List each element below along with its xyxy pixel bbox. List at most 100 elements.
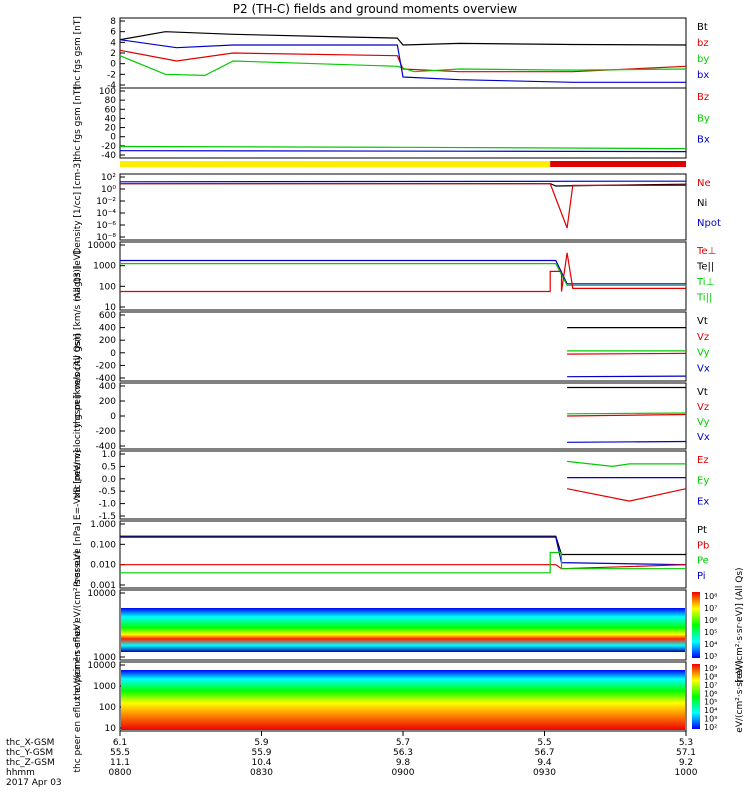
- y-tick-label: 10⁻⁸: [96, 233, 116, 243]
- y-tick-label: 1.0: [102, 450, 117, 460]
- series-Pb: [120, 564, 687, 570]
- colorbar-tick: 10⁵: [704, 628, 717, 637]
- y-tick-label: 10000: [87, 661, 116, 671]
- colorbar-tick: 10⁵: [704, 698, 717, 707]
- y-tick-label: -400: [96, 374, 117, 384]
- panel-pressure: Pressure [nPa] 1.000 0.100 0.010 0.001 Pt Pb Pe…: [73, 520, 709, 591]
- y-tick-label: 400: [99, 382, 116, 392]
- panel-temperature: magt3 [eV] 10000 1000 100 10 Te⊥ Te|| Ti⊥ Ti||: [73, 241, 716, 313]
- footer-value: 0830: [250, 768, 273, 778]
- y-tick-label: 10: [105, 303, 117, 313]
- legend-Bz: Bz: [697, 92, 709, 103]
- series-Ti||: [120, 263, 686, 286]
- plot-title: P2 (TH-C) fields and ground moments over…: [233, 2, 518, 16]
- y-axis-label: thc fgs gsm [nT]: [73, 86, 83, 160]
- panel-frame: [119, 87, 687, 159]
- footer-row-label: thc_Y-GSM: [6, 748, 53, 758]
- y-tick-label: 0: [110, 133, 116, 143]
- y-tick-label: 80: [105, 96, 117, 106]
- colorbar-tick: 10³: [704, 652, 717, 661]
- footer-value: 0800: [109, 768, 132, 778]
- y-tick-label: 0.010: [90, 561, 116, 571]
- y-tick-label: -4: [107, 81, 116, 91]
- legend-Vy: Vy: [697, 417, 710, 428]
- y-tick-label: 1000: [93, 653, 116, 663]
- footer-value: 5.5: [537, 738, 551, 748]
- series-Vz: [567, 413, 687, 417]
- y-tick-label: 1000: [93, 262, 116, 272]
- colorbar-tick: 10⁷: [704, 604, 717, 613]
- legend-Vt: Vt: [697, 387, 708, 398]
- y-tick-label: 40: [105, 114, 117, 124]
- colorbar: [692, 592, 700, 658]
- panel-peir_vel: thc peir velocity gsm [km/s (All Qs)] 600…: [73, 266, 710, 428]
- legend-Bx: Bx: [697, 135, 710, 146]
- legend-bx: bx: [697, 70, 709, 81]
- footer-row-label: hhmm: [6, 768, 35, 778]
- legend-Vt: Vt: [697, 316, 708, 327]
- footer-row-label: thc_X-GSM: [6, 738, 54, 748]
- y-axis-label: Density [1/cc] [cm-3]: [73, 159, 83, 254]
- y-tick-label: 0: [110, 60, 116, 70]
- colorbar-tick: 10⁶: [704, 616, 717, 625]
- colorbar-tick: 10⁷: [704, 681, 717, 690]
- footer-value: 6.1: [113, 738, 127, 748]
- legend-Ti||: Ti||: [696, 293, 712, 304]
- series-Ne: [120, 183, 686, 229]
- footer-value: 56.3: [393, 748, 413, 758]
- y-tick-label: 20: [105, 124, 117, 134]
- footer-value: 57.1: [676, 748, 696, 758]
- y-tick-label: 10000: [87, 589, 116, 599]
- footer-value: 9.2: [679, 758, 693, 768]
- y-axis-label: thc peer en eflux eV/(cm²·s·sr·eV): [73, 620, 83, 772]
- series-Bx: [119, 150, 687, 153]
- y-tick-label: 0.0: [102, 475, 117, 485]
- y-tick-label: 0.5: [102, 462, 116, 472]
- panel-frame: [119, 311, 687, 382]
- y-tick-label: 0.001: [90, 581, 116, 591]
- y-tick-label: 0: [110, 349, 116, 359]
- series-Vz: [567, 352, 687, 355]
- colorbar-tick: 10³: [704, 715, 717, 724]
- legend-Ez: Ez: [697, 455, 709, 466]
- legend-bz: bz: [697, 38, 709, 49]
- y-axis-label: E=-VxB [mV/m]: [73, 450, 83, 520]
- panel-peer_vel: thc peer velocity gsm [km/s (All Qs)] 400…: [73, 334, 710, 499]
- legend-Ey: Ey: [697, 476, 709, 487]
- series-Vy: [567, 412, 687, 415]
- y-tick-label: 10⁻⁴: [96, 209, 116, 219]
- legend-Pi: Pi: [697, 571, 706, 582]
- colorbar-tick: 10⁸: [704, 672, 717, 681]
- y-tick-label: 8: [110, 17, 116, 27]
- legend-Pe: Pe: [697, 556, 709, 567]
- y-tick-label: 600: [99, 311, 116, 321]
- y-tick-label: 200: [99, 336, 116, 346]
- y-tick-label: 100: [99, 703, 116, 713]
- panel-efield: E=-VxB [mV/m] 1.0 0.5 0.0 -0.5 -1.0 -1.5 Ez Ey Ex: [73, 450, 709, 522]
- series-Bt: [119, 31, 687, 46]
- y-tick-label: 60: [105, 105, 117, 115]
- colorbar-label: [eV/(cm²·s·sr·eV)] (All Qs): [735, 567, 745, 682]
- legend-Vy: Vy: [697, 348, 710, 359]
- y-tick-label: 6: [110, 28, 116, 38]
- y-axis-label: Pressure [nPa]: [73, 522, 83, 587]
- series-Vx: [567, 375, 687, 378]
- y-tick-label: 100: [99, 87, 116, 97]
- panel-density: Density [1/cc] [cm-3] 10² 10⁰ 10⁻² 10⁻⁴ 10⁻⁶ 1…: [73, 159, 721, 254]
- footer-value: 1000: [675, 768, 698, 778]
- footer-value: 55.9: [251, 748, 271, 758]
- legend-Vz: Vz: [697, 402, 709, 413]
- series-bx: [119, 39, 686, 83]
- footer-value: 5.7: [396, 738, 410, 748]
- y-axis-label: thc peer velocity gsm [km/s (All Qs)]: [73, 334, 83, 499]
- series-Pi: [120, 536, 687, 566]
- footer-value: 0930: [533, 768, 556, 778]
- colorbar-tick: 10⁴: [704, 640, 717, 649]
- colorbar-tick: 10⁹: [704, 664, 717, 673]
- y-tick-label: 0: [110, 412, 116, 422]
- series-Pe: [120, 551, 686, 574]
